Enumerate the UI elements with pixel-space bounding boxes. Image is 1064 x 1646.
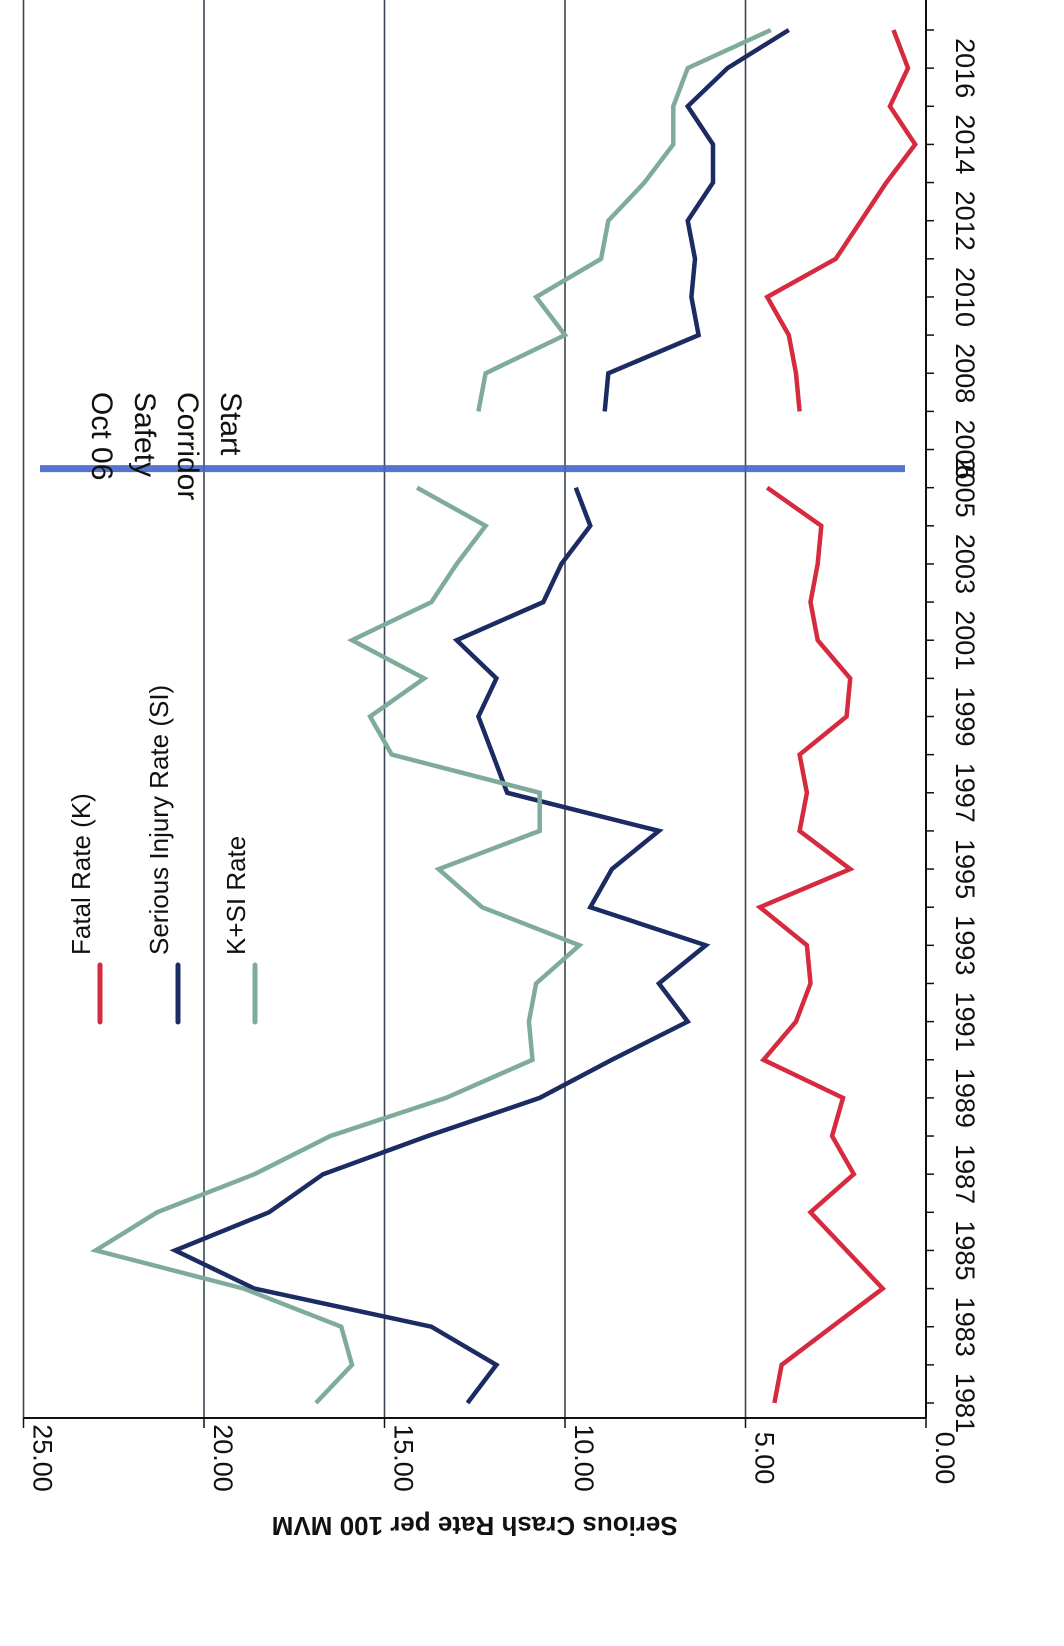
annotation-text: Start — [214, 392, 247, 456]
series-line-serious-injury-rate-si — [169, 486, 711, 1405]
series-line-serious-injury-rate-si — [602, 28, 790, 412]
value-tick-label: 0.00 — [930, 1432, 960, 1485]
year-tick-label: 2001 — [950, 610, 980, 670]
value-tick-label: 5.00 — [750, 1432, 780, 1485]
value-tick-label: 10.00 — [569, 1424, 599, 1492]
y-tick-labels: 0.00 5.00 10.00 15.00 20.00 25.00 — [28, 1424, 961, 1492]
year-tick-label: 2012 — [950, 191, 980, 251]
data-series — [90, 27, 918, 1405]
year-tick-label: 2005 — [950, 458, 980, 518]
year-tick-label: 1983 — [950, 1297, 980, 1357]
annotation-text: Corridor — [171, 392, 204, 500]
series-line-k-si-rate — [90, 485, 584, 1405]
year-tick-label: 1993 — [950, 915, 980, 975]
axes — [22, 0, 934, 1428]
annotation-text: Oct 06 — [85, 392, 118, 480]
value-tick-label: 15.00 — [389, 1424, 419, 1492]
year-tick-label: 2008 — [950, 343, 980, 403]
series-line-fatal-rate-k — [764, 29, 918, 412]
series-line-fatal-rate-k — [755, 485, 887, 1404]
legend-label: Fatal Rate (K) — [66, 793, 96, 955]
legend: Fatal Rate (K) Serious Injury Rate (SI) K+… — [66, 685, 258, 1025]
year-tick-label: 2016 — [950, 38, 980, 98]
year-tick-label: 1981 — [950, 1373, 980, 1433]
year-tick-label: 1985 — [950, 1220, 980, 1280]
value-tick-label: 20.00 — [208, 1424, 238, 1492]
year-tick-label: 1999 — [950, 686, 980, 746]
value-tick-label: 25.00 — [28, 1424, 58, 1492]
year-tick-label: 1987 — [950, 1144, 980, 1204]
safety-corridor-marker: Oct 06 Safety Corridor Start — [40, 392, 905, 500]
year-tick-label: 2003 — [950, 534, 980, 594]
legend-label: Serious Injury Rate (SI) — [144, 685, 174, 955]
year-tick-label: 2014 — [950, 114, 980, 174]
x-tick-labels: 1981 1983 1985 1987 1989 1991 1993 1995 1997 1999… — [950, 38, 980, 1433]
year-tick-label: 2010 — [950, 267, 980, 327]
series-line-k-si-rate — [476, 27, 772, 412]
year-tick-label: 1991 — [950, 992, 980, 1052]
year-tick-label: 1989 — [950, 1068, 980, 1128]
legend-label: K+SI Rate — [221, 836, 251, 955]
year-tick-label: 1997 — [950, 763, 980, 823]
annotation-text: Safety — [128, 392, 161, 477]
year-tick-label: 1995 — [950, 839, 980, 899]
year-tick-label: 2006 — [950, 419, 980, 479]
y-axis-label-group: Serious Crash Rate per 100 MVM — [272, 1511, 678, 1541]
y-axis-label: Serious Crash Rate per 100 MVM — [272, 1511, 678, 1541]
